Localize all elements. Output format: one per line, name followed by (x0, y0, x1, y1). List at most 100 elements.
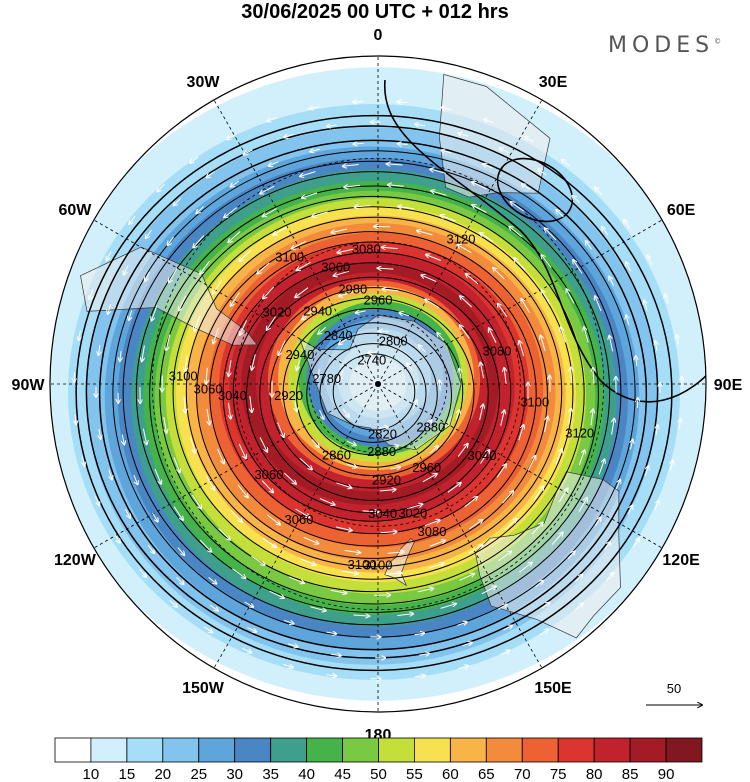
wind-vector (267, 316, 276, 330)
wind-vector (472, 205, 487, 213)
wind-vector (317, 369, 320, 379)
wind-vector (227, 134, 236, 140)
colorbar-tick: 10 (83, 766, 100, 782)
colorbar-swatch (54, 737, 92, 763)
wind-vector (399, 313, 410, 316)
wind-vector (327, 125, 337, 127)
colorbar-tick: 75 (550, 766, 567, 782)
wind-vector (269, 161, 279, 166)
wind-vector (425, 420, 432, 429)
contour-label: 3080 (483, 344, 512, 359)
longitude-label: 90W (12, 377, 46, 394)
wind-vector (578, 450, 584, 466)
contour-label: 2780 (312, 371, 341, 386)
latitude-circle (235, 241, 521, 527)
colorbar-tick: 70 (514, 766, 531, 782)
wind-vector (336, 526, 352, 531)
wind-vector (309, 107, 320, 109)
wind-vector (353, 102, 364, 103)
wind-vectors (74, 102, 682, 679)
wind-vector (152, 305, 158, 321)
wind-vector (173, 457, 180, 472)
contour-label: 3100 (348, 557, 377, 572)
brand-name: MODES (608, 33, 715, 58)
wind-vector (431, 191, 447, 196)
wind-vector (534, 581, 543, 588)
colorbar-tick: 60 (442, 766, 459, 782)
wind-vector (419, 345, 427, 353)
wind-vector (428, 564, 443, 569)
wind-vector (483, 164, 493, 169)
wind-vector (424, 520, 440, 527)
wind-vector (231, 180, 240, 187)
wind-vector (193, 235, 205, 247)
wind-vector (336, 482, 351, 488)
wind-vector (497, 605, 507, 610)
colorbar-swatch (413, 737, 451, 763)
contour-label: 3100 (364, 558, 393, 573)
wind-vector (169, 599, 177, 607)
wind-vector (213, 328, 219, 343)
height-contour (122, 160, 622, 626)
wind-vector (261, 480, 273, 493)
wind-vector (168, 236, 175, 245)
wind-vector (278, 340, 286, 356)
wind-vector (162, 375, 163, 392)
height-contours (75, 79, 706, 672)
wind-vector (493, 268, 505, 280)
wind-vector (244, 601, 254, 607)
wind-vector (297, 360, 300, 370)
wind-vector (521, 299, 530, 313)
wind-vector (626, 315, 629, 326)
height-contour (295, 322, 453, 468)
wind-vector (655, 341, 657, 352)
wind-vector (379, 490, 396, 492)
meridian-line (377, 99, 543, 385)
contour-label: 2880 (416, 420, 445, 435)
wind-vector (176, 576, 184, 584)
contour-label: 3060 (285, 512, 314, 527)
wind-vector (200, 260, 210, 274)
map-title: 30/06/2025 00 UTC + 012 hrs (241, 1, 509, 23)
wind-vector (354, 143, 364, 144)
wind-vector (383, 289, 399, 291)
contour-label: 3120 (447, 232, 476, 247)
contour-label: 3100 (275, 249, 304, 264)
wind-vector (606, 573, 613, 581)
wind-vector (593, 368, 594, 384)
contour-label: 3040 (468, 448, 497, 463)
colorbar-tick: 45 (334, 766, 351, 782)
wind-vector (378, 268, 394, 269)
colorbar-swatch (593, 737, 631, 763)
wind-vector (457, 622, 466, 626)
wind-vector (541, 603, 549, 609)
contour-label: 3020 (263, 305, 292, 320)
wind-vector (295, 287, 309, 298)
wind-vector (457, 444, 468, 457)
wind-vector (380, 532, 397, 533)
meridian-line (93, 219, 379, 385)
wind-vector (545, 228, 557, 241)
wind-vector (626, 262, 632, 272)
contour-label: 3020 (398, 505, 427, 520)
wind-vector (422, 474, 437, 483)
wind-vector (295, 401, 297, 412)
wind-vector (217, 448, 224, 464)
height-contour (172, 206, 574, 580)
wind-vector (489, 328, 497, 343)
wind-vector (575, 575, 582, 582)
height-contour (75, 114, 673, 672)
wind-vector (544, 417, 548, 433)
wind-vector (541, 336, 546, 351)
wind-vector (598, 459, 604, 475)
wind-vector (647, 256, 653, 265)
wind-vector (284, 619, 293, 623)
wind-vector (262, 537, 276, 547)
wind-vector (300, 171, 316, 177)
wind-vector (602, 227, 609, 236)
map-border (49, 55, 707, 713)
wind-vector (269, 590, 285, 598)
wind-vector (259, 437, 267, 451)
wind-vector (377, 427, 388, 428)
wind-vector (441, 150, 452, 153)
